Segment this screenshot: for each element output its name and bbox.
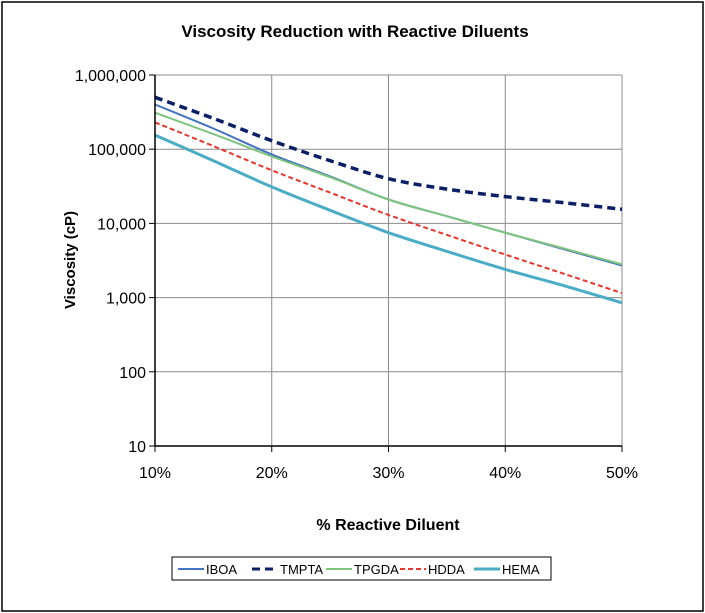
axes [149,74,623,452]
series-line-tmpta [154,95,623,212]
x-tick-label: 10% [139,465,171,482]
series-line-tpgda [154,111,623,266]
y-axis-label: Viscosity (cP) [62,211,79,309]
legend-label-iboa: IBOA [206,562,237,577]
x-tick-labels: 10% 20% 30% 40% 50% [139,465,638,482]
legend-label-hema: HEMA [502,562,540,577]
chart-title: Viscosity Reduction with Reactive Diluen… [181,22,528,41]
y-tick-label: 100 [119,365,146,382]
legend: IBOA TMPTA TPGDA HDDA HEMA [178,562,540,577]
y-tick-label: 100,000 [88,142,146,159]
x-tick-label: 50% [606,465,638,482]
legend-label-tpgda: TPGDA [354,562,399,577]
y-tick-labels: 10 100 1,000 10,000 100,000 1,000,000 [75,68,146,456]
legend-label-hdda: HDDA [428,562,465,577]
x-tick-label: 40% [489,465,521,482]
series-line-hdda [154,121,623,295]
y-tick-label: 10 [128,439,146,456]
series-line-hema [154,133,623,305]
y-tick-label: 10,000 [97,216,146,233]
y-tick-label: 1,000 [106,291,146,308]
legend-label-tmpta: TMPTA [280,562,323,577]
legend-box [171,556,552,581]
x-tick-label: 30% [372,465,404,482]
series-lines [154,95,623,305]
y-tick-label: 1,000,000 [75,68,146,85]
x-axis-label: % Reactive Diluent [316,517,460,534]
x-tick-label: 20% [256,465,288,482]
